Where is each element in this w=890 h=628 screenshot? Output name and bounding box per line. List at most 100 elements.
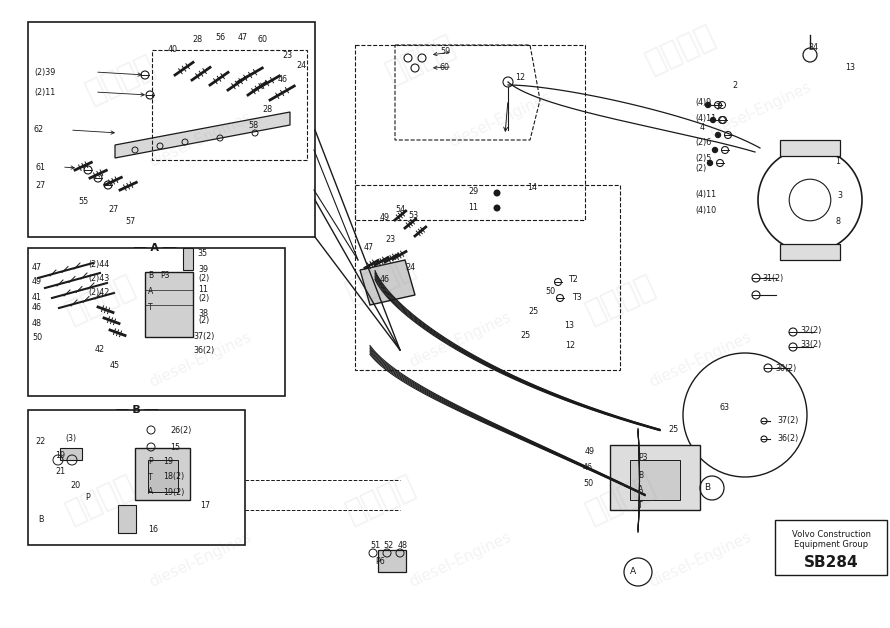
Text: 30(2): 30(2) — [775, 364, 797, 372]
Text: 柴发动力: 柴发动力 — [61, 271, 139, 328]
Circle shape — [713, 148, 717, 153]
Text: B: B — [638, 470, 643, 480]
Text: 48: 48 — [398, 541, 408, 550]
Text: 16: 16 — [148, 526, 158, 534]
Text: 13: 13 — [564, 320, 574, 330]
Text: Volvo Construction
Equipment Group: Volvo Construction Equipment Group — [791, 530, 870, 550]
Text: 11: 11 — [198, 286, 208, 295]
Text: 61: 61 — [35, 163, 45, 171]
Text: ── A ──: ── A ── — [134, 243, 177, 253]
Text: 27: 27 — [35, 180, 45, 190]
Text: A: A — [148, 487, 153, 497]
Circle shape — [708, 161, 713, 166]
Text: 25: 25 — [520, 330, 530, 340]
Circle shape — [716, 133, 721, 138]
Text: 34: 34 — [808, 43, 818, 53]
Text: A: A — [148, 288, 153, 296]
Text: (2)44: (2)44 — [88, 261, 109, 269]
Text: 20: 20 — [70, 480, 80, 489]
Text: 50: 50 — [583, 480, 593, 489]
Bar — [355, 185, 620, 370]
Text: (2): (2) — [198, 293, 209, 303]
Text: 28: 28 — [262, 106, 272, 114]
Bar — [378, 550, 406, 572]
Text: 25: 25 — [668, 426, 678, 435]
Text: B: B — [38, 516, 44, 524]
Text: B: B — [704, 484, 710, 492]
Text: 50: 50 — [32, 333, 42, 342]
Text: T: T — [148, 303, 152, 313]
Bar — [780, 140, 840, 156]
Text: (4)9: (4)9 — [695, 97, 711, 107]
Text: 47: 47 — [238, 33, 248, 41]
Text: 51: 51 — [370, 541, 380, 550]
Text: P3: P3 — [160, 271, 169, 279]
Text: 19: 19 — [55, 450, 65, 460]
Text: diesel-Engines: diesel-Engines — [147, 330, 254, 390]
Text: B: B — [148, 271, 153, 279]
Text: 63: 63 — [720, 404, 730, 413]
Text: 58: 58 — [248, 121, 258, 129]
Text: P3: P3 — [638, 453, 648, 462]
Bar — [610, 445, 700, 510]
Text: 15: 15 — [170, 443, 180, 452]
Text: 37(2): 37(2) — [193, 332, 214, 342]
Text: (4)11: (4)11 — [695, 190, 716, 200]
Text: 21: 21 — [55, 467, 65, 477]
Text: diesel-Engines: diesel-Engines — [646, 530, 754, 590]
Text: P: P — [148, 458, 152, 467]
Text: diesel-Engines: diesel-Engines — [407, 310, 514, 371]
Text: 柴发动力: 柴发动力 — [61, 472, 139, 529]
Text: (3): (3) — [65, 433, 77, 443]
Text: 39: 39 — [198, 266, 208, 274]
Text: 41: 41 — [32, 293, 42, 303]
Bar — [780, 244, 840, 260]
Text: A: A — [630, 568, 636, 577]
Text: (2): (2) — [695, 163, 707, 173]
Text: 52: 52 — [383, 541, 393, 550]
Text: 4: 4 — [700, 124, 705, 133]
Text: 柴发动力: 柴发动力 — [581, 472, 659, 529]
Text: 7: 7 — [715, 104, 720, 112]
Text: 柴发动力: 柴发动力 — [341, 251, 419, 308]
Text: 55: 55 — [78, 197, 88, 207]
Text: 19: 19 — [163, 458, 174, 467]
Text: 45: 45 — [110, 360, 120, 369]
Text: T3: T3 — [572, 293, 582, 301]
Bar — [28, 22, 315, 237]
Polygon shape — [360, 260, 415, 305]
Text: 柴发动力: 柴发动力 — [641, 21, 719, 78]
Circle shape — [710, 117, 716, 122]
Text: 62: 62 — [34, 126, 44, 134]
Text: diesel-Engines: diesel-Engines — [707, 80, 813, 140]
Text: diesel-Engines: diesel-Engines — [147, 110, 254, 170]
Bar — [152, 50, 307, 160]
Text: T: T — [638, 501, 643, 509]
Text: P6: P6 — [375, 558, 384, 566]
Text: 56: 56 — [215, 33, 225, 41]
Text: 49: 49 — [32, 278, 42, 286]
Bar — [355, 45, 585, 220]
Text: 32(2): 32(2) — [800, 325, 821, 335]
Text: 23: 23 — [385, 236, 395, 244]
Bar — [118, 505, 136, 533]
Text: 11: 11 — [468, 202, 478, 212]
Bar — [145, 272, 193, 337]
Bar — [630, 460, 680, 500]
Text: 29: 29 — [468, 188, 478, 197]
Text: 22: 22 — [35, 438, 45, 447]
Text: SB284: SB284 — [804, 555, 858, 570]
Text: 47: 47 — [364, 244, 374, 252]
Text: 46: 46 — [278, 75, 288, 85]
Text: 53: 53 — [408, 210, 418, 220]
Text: diesel-Engines: diesel-Engines — [147, 530, 254, 590]
Text: 50: 50 — [545, 288, 555, 296]
Text: 17: 17 — [200, 501, 210, 509]
Text: (2): (2) — [198, 317, 209, 325]
Text: 23: 23 — [282, 50, 292, 60]
Text: (2)11: (2)11 — [34, 87, 55, 97]
Bar — [135, 448, 190, 500]
Bar — [183, 248, 193, 270]
Text: T: T — [148, 472, 152, 482]
Text: diesel-Engines: diesel-Engines — [407, 530, 514, 590]
